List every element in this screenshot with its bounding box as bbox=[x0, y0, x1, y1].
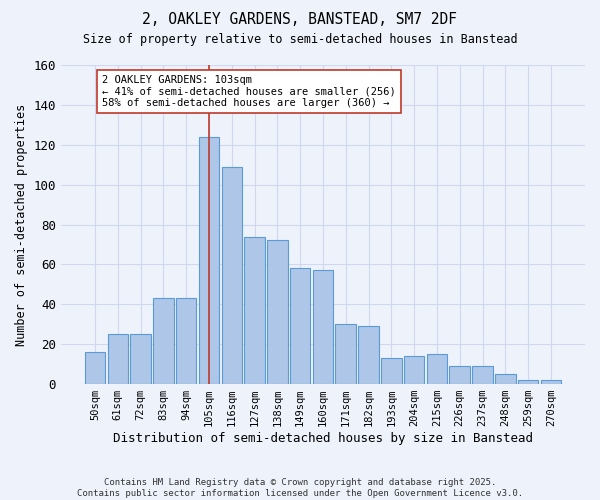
Bar bbox=[199, 137, 219, 384]
Y-axis label: Number of semi-detached properties: Number of semi-detached properties bbox=[15, 104, 28, 346]
Bar bbox=[313, 270, 333, 384]
Bar bbox=[267, 240, 287, 384]
Text: Size of property relative to semi-detached houses in Banstead: Size of property relative to semi-detach… bbox=[83, 32, 517, 46]
Bar bbox=[335, 324, 356, 384]
Bar bbox=[130, 334, 151, 384]
X-axis label: Distribution of semi-detached houses by size in Banstead: Distribution of semi-detached houses by … bbox=[113, 432, 533, 445]
Bar bbox=[472, 366, 493, 384]
Bar bbox=[449, 366, 470, 384]
Bar bbox=[290, 268, 310, 384]
Bar bbox=[541, 380, 561, 384]
Bar bbox=[358, 326, 379, 384]
Bar bbox=[244, 236, 265, 384]
Bar bbox=[176, 298, 196, 384]
Bar bbox=[153, 298, 173, 384]
Bar bbox=[427, 354, 447, 384]
Text: 2, OAKLEY GARDENS, BANSTEAD, SM7 2DF: 2, OAKLEY GARDENS, BANSTEAD, SM7 2DF bbox=[143, 12, 458, 28]
Text: 2 OAKLEY GARDENS: 103sqm
← 41% of semi-detached houses are smaller (256)
58% of : 2 OAKLEY GARDENS: 103sqm ← 41% of semi-d… bbox=[102, 75, 395, 108]
Bar bbox=[107, 334, 128, 384]
Bar bbox=[404, 356, 424, 384]
Bar bbox=[381, 358, 401, 384]
Text: Contains HM Land Registry data © Crown copyright and database right 2025.
Contai: Contains HM Land Registry data © Crown c… bbox=[77, 478, 523, 498]
Bar bbox=[518, 380, 538, 384]
Bar bbox=[495, 374, 515, 384]
Bar bbox=[221, 166, 242, 384]
Bar bbox=[85, 352, 105, 384]
